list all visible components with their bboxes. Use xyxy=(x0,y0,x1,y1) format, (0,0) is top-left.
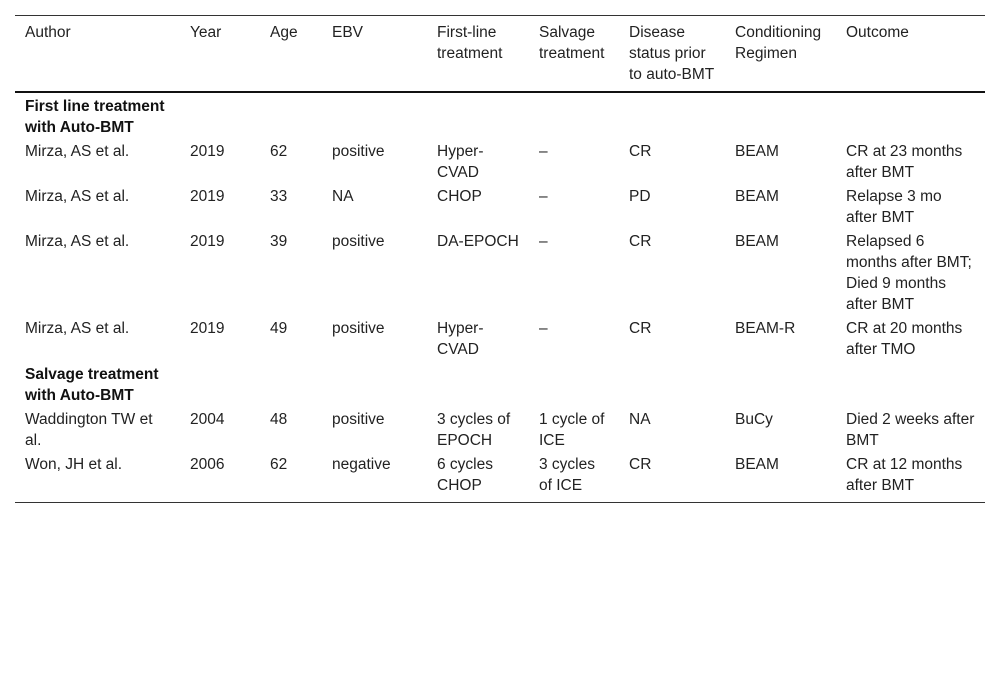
section-header-row: Salvage treatment with Auto-BMT xyxy=(15,361,985,407)
cell-disease-status: PD xyxy=(629,188,651,205)
cell-salvage: 1 cycle of ICE xyxy=(539,411,605,449)
cell-outcome: CR at 12 months after BMT xyxy=(846,456,963,494)
cell-salvage: – xyxy=(539,143,548,160)
cell-outcome: CR at 20 months after TMO xyxy=(846,320,963,358)
column-header-author: Author xyxy=(25,24,71,41)
cell-first-line: Hyper-CVAD xyxy=(437,143,484,181)
table-row: Mirza, AS et al. 2019 62 positive Hyper-… xyxy=(15,139,985,184)
cell-author: Mirza, AS et al. xyxy=(25,320,130,337)
column-header-age: Age xyxy=(270,24,298,41)
data-table: Author Year Age EBV First-line treatment… xyxy=(15,15,985,503)
cell-year: 2019 xyxy=(190,233,225,250)
column-header-ebv: EBV xyxy=(332,24,364,41)
cell-age: 39 xyxy=(270,233,288,250)
cell-author: Won, JH et al. xyxy=(25,456,123,473)
cell-disease-status: CR xyxy=(629,320,652,337)
cell-disease-status: CR xyxy=(629,456,652,473)
cell-salvage: – xyxy=(539,320,548,337)
cell-year: 2019 xyxy=(190,188,225,205)
cell-disease-status: CR xyxy=(629,143,652,160)
cell-conditioning: BEAM xyxy=(735,233,779,250)
cell-outcome: Died 2 weeks after BMT xyxy=(846,411,975,449)
cell-ebv: positive xyxy=(332,411,385,428)
column-header-disease-status: Disease status prior to auto-BMT xyxy=(629,24,715,83)
column-header-salvage-treatment: Salvage treatment xyxy=(539,24,605,62)
cell-disease-status: NA xyxy=(629,411,651,428)
cell-conditioning: BEAM xyxy=(735,188,779,205)
cell-conditioning: BEAM xyxy=(735,143,779,160)
table-row: Mirza, AS et al. 2019 33 NA CHOP – PD BE… xyxy=(15,184,985,229)
cell-disease-status: CR xyxy=(629,233,652,250)
cell-year: 2019 xyxy=(190,320,225,337)
column-header-conditioning-regimen: Conditioning Regimen xyxy=(735,24,822,62)
table-row: Mirza, AS et al. 2019 49 positive Hyper-… xyxy=(15,316,985,361)
cell-first-line: CHOP xyxy=(437,188,482,205)
cell-conditioning: BEAM-R xyxy=(735,320,796,337)
cell-conditioning: BEAM xyxy=(735,456,779,473)
cell-ebv: positive xyxy=(332,233,385,250)
section-title: First line treatment with Auto-BMT xyxy=(25,98,165,136)
cell-outcome: CR at 23 months after BMT xyxy=(846,143,963,181)
cell-year: 2006 xyxy=(190,456,225,473)
cell-outcome: Relapse 3 mo after BMT xyxy=(846,188,942,226)
cell-first-line: Hyper-CVAD xyxy=(437,320,484,358)
cell-first-line: DA-EPOCH xyxy=(437,233,519,250)
column-header-outcome: Outcome xyxy=(846,24,909,41)
cell-year: 2004 xyxy=(190,411,225,428)
cell-salvage: – xyxy=(539,233,548,250)
data-table-container: Author Year Age EBV First-line treatment… xyxy=(15,15,985,503)
table-header: Author Year Age EBV First-line treatment… xyxy=(15,15,985,92)
cell-age: 33 xyxy=(270,188,288,205)
section-header-row: First line treatment with Auto-BMT xyxy=(15,92,985,139)
column-header-year: Year xyxy=(190,24,222,41)
cell-first-line: 6 cycles CHOP xyxy=(437,456,493,494)
table-row: Won, JH et al. 2006 62 negative 6 cycles… xyxy=(15,452,985,503)
cell-ebv: NA xyxy=(332,188,354,205)
cell-author: Mirza, AS et al. xyxy=(25,188,130,205)
table-body: First line treatment with Auto-BMT Mirza… xyxy=(15,92,985,503)
cell-ebv: positive xyxy=(332,320,385,337)
cell-age: 62 xyxy=(270,143,288,160)
cell-conditioning: BuCy xyxy=(735,411,773,428)
cell-age: 49 xyxy=(270,320,288,337)
cell-salvage: – xyxy=(539,188,548,205)
header-row: Author Year Age EBV First-line treatment… xyxy=(15,15,985,92)
cell-age: 62 xyxy=(270,456,288,473)
cell-age: 48 xyxy=(270,411,288,428)
cell-ebv: negative xyxy=(332,456,391,473)
cell-year: 2019 xyxy=(190,143,225,160)
cell-salvage: 3 cycles of ICE xyxy=(539,456,595,494)
section-title: Salvage treatment with Auto-BMT xyxy=(25,366,159,404)
cell-author: Waddington TW et al. xyxy=(25,411,153,449)
cell-author: Mirza, AS et al. xyxy=(25,143,130,160)
cell-author: Mirza, AS et al. xyxy=(25,233,130,250)
cell-outcome: Relapsed 6 months after BMT; Died 9 mont… xyxy=(846,233,972,313)
table-row: Waddington TW et al. 2004 48 positive 3 … xyxy=(15,407,985,452)
table-row: Mirza, AS et al. 2019 39 positive DA-EPO… xyxy=(15,229,985,316)
column-header-first-line-treatment: First-line treatment xyxy=(437,24,503,62)
cell-first-line: 3 cycles of EPOCH xyxy=(437,411,511,449)
cell-ebv: positive xyxy=(332,143,385,160)
